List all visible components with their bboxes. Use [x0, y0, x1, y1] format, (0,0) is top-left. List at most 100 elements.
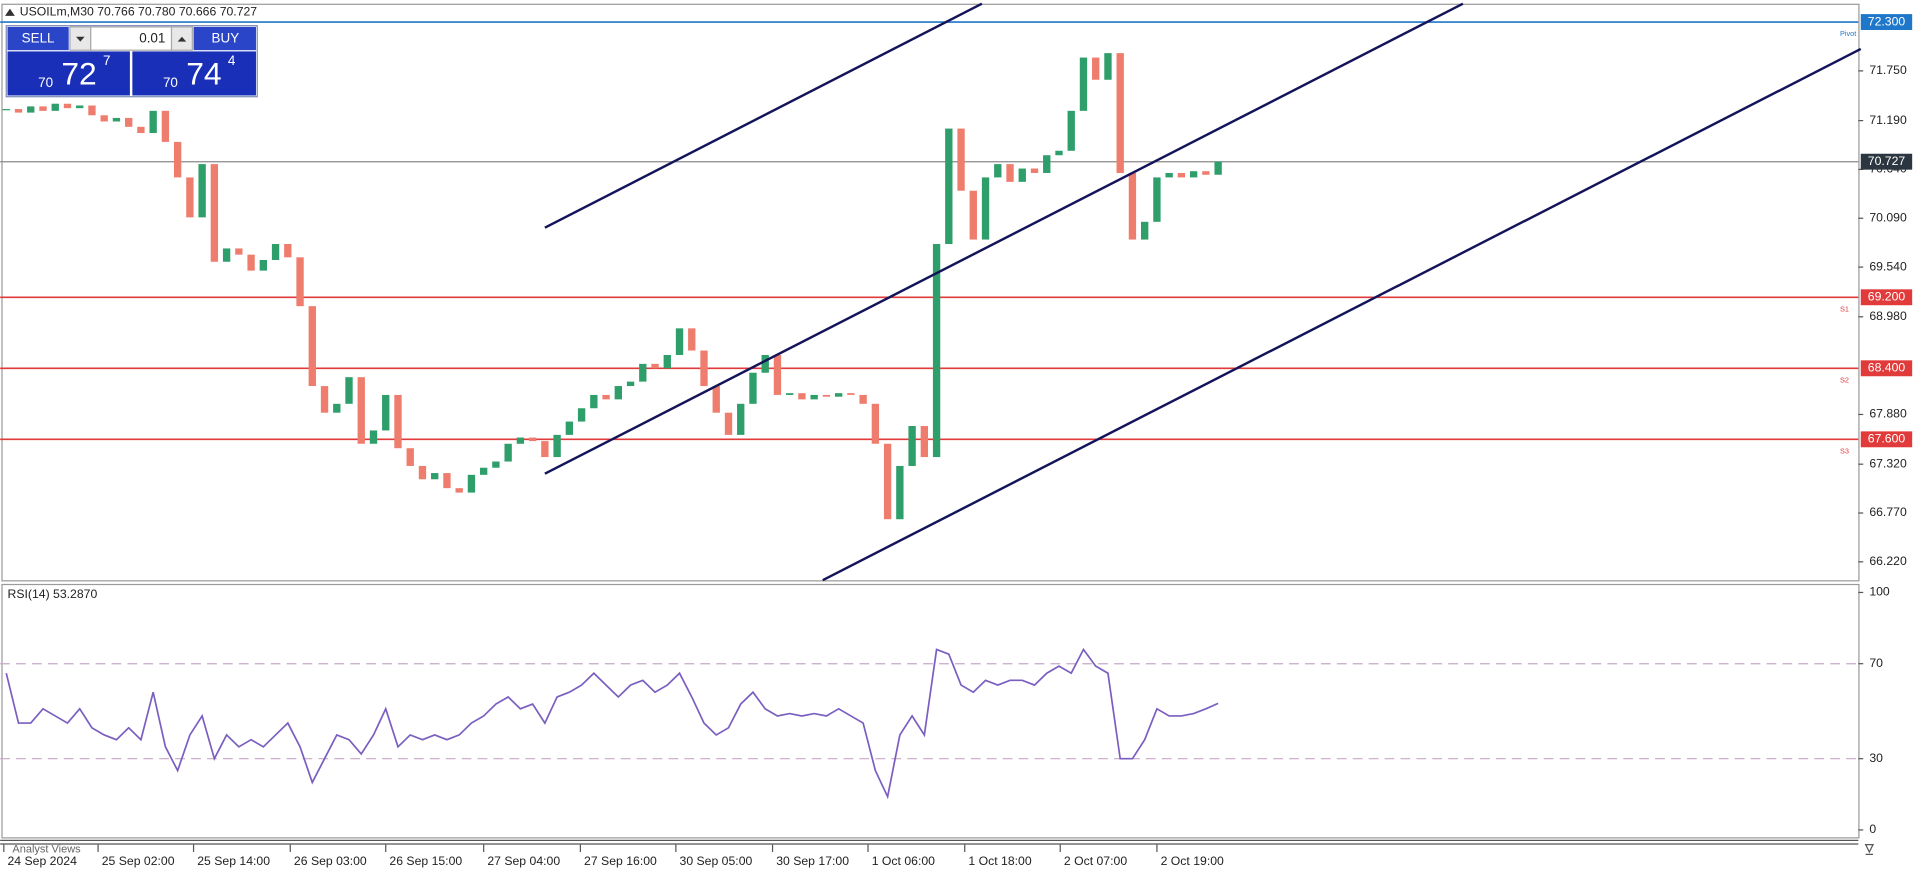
price-axis: 24 Sep 2024 25 Sep 02:00 25 Sep 14:00 26 Se…: [3, 14, 1913, 868]
candle: [920, 426, 929, 458]
candle: [981, 177, 990, 240]
candle: [847, 393, 855, 395]
candle: [333, 403, 341, 413]
candle: [1116, 53, 1124, 173]
candle: [651, 363, 659, 369]
buy-point[interactable]: 4: [228, 53, 236, 68]
candle: [1177, 172, 1186, 178]
candle: [357, 377, 365, 444]
candle: [1153, 177, 1161, 222]
candle: [455, 488, 463, 493]
candle: [210, 164, 219, 262]
candle: [969, 190, 977, 240]
candle: [871, 403, 880, 444]
candle: [112, 117, 121, 122]
rsi-line: [5, 647, 1219, 800]
candle: [51, 103, 59, 111]
collapse-icon[interactable]: [5, 8, 15, 16]
y-tick-label: 70.090: [1869, 210, 1907, 224]
symbol-info: USOILm,M30 70.766 70.780 70.666 70.727: [20, 4, 258, 18]
level-label: 69.200: [1868, 290, 1906, 304]
candle: [39, 106, 47, 111]
x-tick-label: 24 Sep 2024: [7, 854, 77, 868]
candle: [76, 105, 84, 109]
level-tag: Pivot: [1840, 29, 1856, 38]
buy-label[interactable]: BUY: [212, 31, 240, 46]
buy-price-box[interactable]: [132, 51, 256, 96]
candle: [663, 354, 671, 369]
scroll-icon[interactable]: [1864, 844, 1874, 856]
level-label: 68.400: [1868, 361, 1906, 375]
y-tick-label: 0: [1869, 822, 1876, 836]
sell-label[interactable]: SELL: [22, 31, 55, 46]
one-click-trading: SELL 0.01 BUY 70 72 7 70 74 4: [5, 25, 258, 98]
candle: [1214, 161, 1222, 175]
x-tick-label: 26 Sep 03:00: [294, 854, 367, 868]
candle: [479, 467, 488, 475]
candle: [431, 473, 439, 480]
candle: [957, 128, 965, 191]
buy-button[interactable]: [193, 26, 256, 51]
candle: [27, 106, 35, 113]
candle: [235, 248, 243, 255]
sell-point[interactable]: 7: [103, 53, 110, 68]
arrow-up: [177, 36, 187, 42]
candle: [994, 164, 1002, 178]
candle: [516, 437, 525, 444]
y-tick-label: 70: [1869, 656, 1883, 670]
level-label-box: [1860, 360, 1913, 377]
sell-pips[interactable]: 72: [61, 55, 96, 91]
x-tick-label: 30 Sep 05:00: [680, 854, 753, 868]
candle: [443, 473, 451, 489]
candle: [749, 372, 757, 404]
candle: [737, 403, 745, 435]
candle: [186, 177, 194, 218]
x-tick-label: 30 Sep 17:00: [776, 854, 849, 868]
lot-value[interactable]: 0.01: [139, 31, 165, 46]
candle: [1043, 155, 1051, 173]
candle: [565, 421, 574, 435]
buy-pips[interactable]: 74: [186, 55, 221, 91]
x-tick-label: 25 Sep 14:00: [197, 854, 270, 868]
candle: [528, 437, 537, 442]
candle: [345, 377, 353, 404]
candle: [2, 109, 10, 111]
sell-price-box[interactable]: [7, 51, 130, 96]
analyst-views-tab[interactable]: Analyst Views: [12, 843, 81, 855]
y-tick-label: 68.980: [1869, 309, 1907, 323]
y-tick-label: 66.770: [1869, 505, 1907, 519]
candle: [467, 474, 476, 493]
candle: [1141, 221, 1149, 240]
candle: [1202, 171, 1210, 175]
candle: [1018, 168, 1026, 182]
rsi-panel: [1, 583, 1860, 839]
candle: [1079, 57, 1088, 111]
candle: [614, 386, 622, 400]
candle: [88, 105, 96, 116]
candle: [492, 461, 500, 468]
level-label-box: [1860, 14, 1913, 31]
candle: [418, 465, 427, 480]
sell-button[interactable]: [7, 26, 69, 51]
candle: [161, 110, 170, 142]
candle: [1189, 171, 1198, 178]
candle: [1030, 168, 1039, 173]
candle: [688, 328, 696, 351]
candle: [284, 244, 292, 258]
level-label-box: [1860, 431, 1913, 448]
candle: [222, 248, 231, 262]
candle: [639, 363, 647, 382]
candle: [712, 386, 720, 413]
candle: [553, 434, 561, 458]
y-tick-label: 30: [1869, 751, 1883, 765]
level-tag: S3: [1840, 447, 1849, 456]
x-tick-label: 27 Sep 04:00: [487, 854, 560, 868]
sell-big[interactable]: 70: [38, 75, 53, 90]
arrow-down: [76, 36, 85, 42]
candle: [834, 393, 843, 397]
candle: [406, 448, 414, 466]
buy-big[interactable]: 70: [163, 75, 178, 90]
candle: [1067, 110, 1075, 151]
